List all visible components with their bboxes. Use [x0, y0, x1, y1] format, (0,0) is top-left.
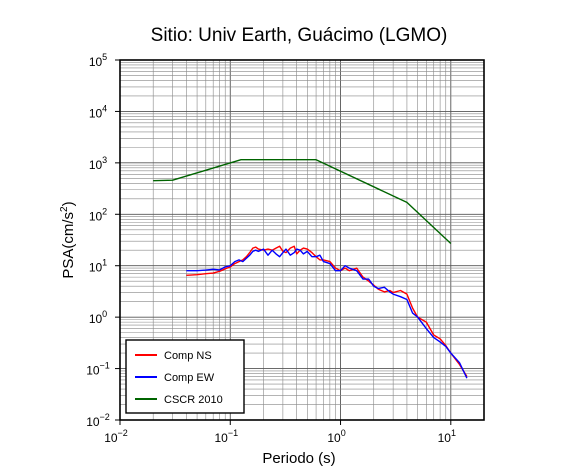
x-tick-label: 101 [438, 428, 456, 445]
y-tick-label: 103 [89, 155, 107, 172]
legend-label: Comp NS [164, 350, 212, 362]
y-axis-label: PSA(cm/s2) [59, 201, 77, 278]
y-tick-label: 104 [89, 103, 107, 120]
series-line-comp-ns [186, 245, 468, 377]
y-tick-label: 105 [89, 52, 107, 69]
series-layer [153, 158, 468, 379]
y-axis-label-close: ) [60, 201, 77, 206]
y-tick-label: 10−2 [86, 412, 110, 429]
x-tick-label: 10−2 [104, 428, 128, 445]
x-axis-label: Periodo (s) [262, 450, 335, 467]
y-tick-label: 102 [89, 206, 107, 223]
plot-frame [119, 59, 485, 421]
y-tick-label: 100 [89, 309, 107, 326]
chart-title: Sitio: Univ Earth, Guácimo (LGMO) [151, 25, 448, 46]
y-axis-ticks: 10−2 10−1 100 101 102 103 104 105 [86, 52, 120, 429]
y-axis-label-sup: 2 [59, 206, 70, 212]
legend-label: Comp EW [164, 372, 215, 384]
x-axis-ticks: 10−2 10−1 100 101 [104, 420, 456, 445]
y-axis-label-main: PSA(cm/s [60, 212, 77, 279]
x-tick-label: 10−1 [214, 428, 238, 445]
legend: Comp NS Comp EW CSCR 2010 [125, 339, 245, 414]
grid [119, 60, 485, 421]
legend-label: CSCR 2010 [164, 394, 223, 406]
y-tick-label: 10−1 [86, 361, 110, 378]
series-line-comp-ew [186, 248, 468, 379]
y-tick-label: 101 [89, 258, 107, 275]
x-tick-label: 100 [327, 428, 345, 445]
series-line-cscr-2010 [153, 158, 452, 245]
